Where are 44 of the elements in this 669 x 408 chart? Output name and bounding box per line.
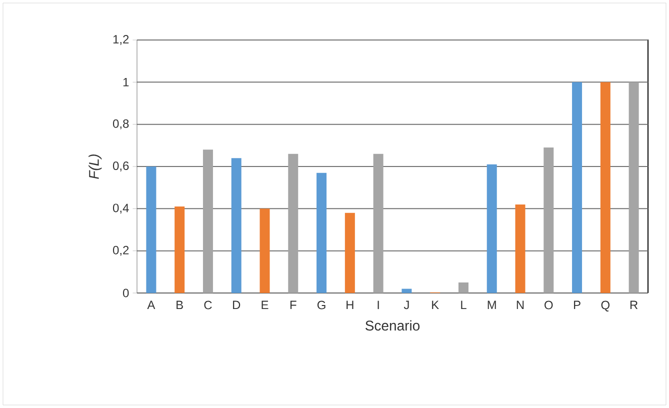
bar [486, 164, 497, 293]
bar [600, 82, 610, 293]
bar [572, 82, 582, 293]
y-tick-label: 0,8 [112, 119, 129, 130]
bar [515, 204, 526, 293]
x-tick-label: F [290, 300, 296, 310]
x-tick-label: K [432, 300, 439, 310]
y-tick-label: 0,4 [112, 204, 129, 214]
bar [174, 206, 185, 293]
y-tick-label: 0,6 [112, 162, 129, 172]
x-tick-label: N [516, 300, 524, 310]
x-tick-label: L [461, 300, 466, 310]
bar [402, 288, 412, 293]
x-tick-label: B [176, 300, 183, 310]
x-tick-label: H [346, 300, 354, 310]
bar [260, 208, 270, 293]
bar [544, 148, 554, 293]
x-tick-label: C [204, 300, 212, 310]
x-tick-label: G [317, 300, 326, 310]
x-tick-label: P [574, 300, 580, 310]
x-tick-label: R [630, 300, 638, 310]
bar [458, 282, 468, 293]
bar [344, 212, 355, 293]
x-tick-label: A [147, 300, 156, 310]
bar [628, 82, 639, 293]
y-tick-label: 1,2 [113, 35, 129, 45]
bar [373, 154, 384, 293]
x-tick-label: E [262, 300, 268, 310]
bar [231, 158, 242, 293]
x-axis-title: Scenario [366, 320, 420, 331]
y-tick-label: 1 [123, 78, 129, 86]
bar [316, 172, 327, 293]
x-tick-label: M [488, 300, 496, 310]
y-tick-label: 0,2 [112, 246, 129, 256]
bar [202, 150, 213, 293]
x-tick-label: D [233, 300, 240, 310]
x-tick-label: O [544, 300, 553, 310]
x-tick-label: J [404, 300, 409, 310]
x-tick-label: I [378, 300, 379, 310]
bar [146, 166, 156, 293]
y-tick-label: 0 [123, 288, 129, 298]
y-axis-title: F(L) [88, 154, 102, 179]
x-tick-label: Q [601, 300, 610, 312]
bar [288, 154, 298, 293]
